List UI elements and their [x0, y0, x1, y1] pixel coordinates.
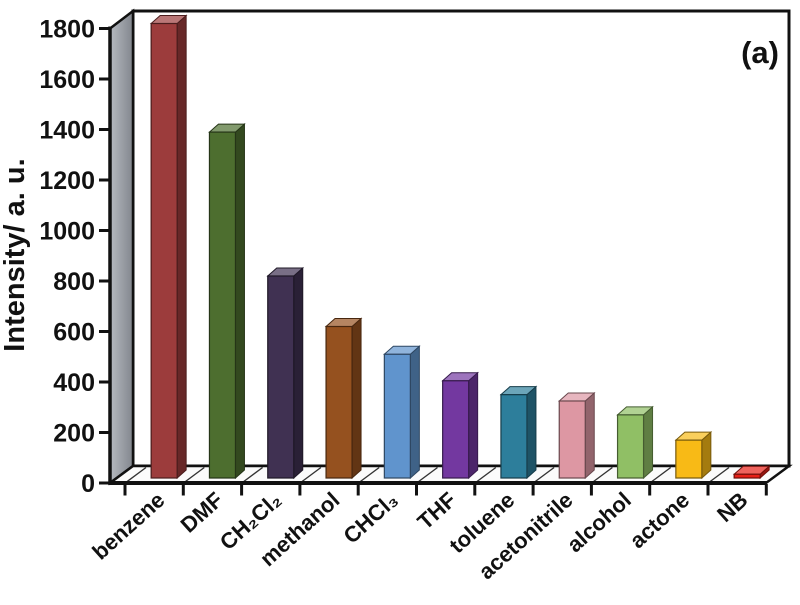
x-label-9-actone: actone [625, 487, 694, 553]
bar-side-face [584, 391, 595, 480]
y-tick-label-0: 0 [81, 470, 95, 498]
y-tick-label-800: 800 [53, 268, 95, 296]
bar-side-face [409, 345, 420, 480]
floor-gridline [300, 466, 322, 483]
x-label-4-chcl: CHCl₃ [338, 487, 402, 548]
bar-front-face [325, 325, 353, 479]
bar-toluene [499, 385, 538, 480]
y-tick-label-1000: 1000 [39, 218, 95, 246]
floor-gridline [126, 466, 147, 483]
floor-gridline [650, 466, 672, 483]
y-tick-label-1800: 1800 [39, 16, 95, 44]
bar-side-face [176, 14, 187, 480]
bar-benzene [149, 14, 188, 480]
bar-side-face [234, 122, 245, 480]
bar-chcl [266, 266, 305, 480]
x-label-10-nb: NB [712, 487, 752, 527]
bar-front-face [558, 400, 586, 479]
bar-side-face [643, 405, 654, 480]
floor-gridline [475, 466, 497, 483]
bar-front-face [442, 380, 470, 479]
bar-alcohol [616, 405, 654, 480]
x-label-5-thf: THF [412, 487, 461, 534]
bar-nb [732, 465, 771, 480]
bar-front-face [208, 131, 237, 479]
y-axis-title: Intensity/ a. u. [0, 158, 31, 351]
y-tick-label-400: 400 [53, 369, 95, 397]
y-tick-label-200: 200 [53, 420, 95, 448]
x-label-8-alcohol: alcohol [562, 487, 636, 557]
bar-methanol [324, 317, 363, 480]
floor-gridline [534, 466, 555, 483]
bar-dmf [208, 122, 246, 480]
bar-side-face [468, 371, 479, 480]
floor-gridline [184, 466, 205, 483]
bar-front-face [616, 414, 645, 479]
bar-front-face [675, 439, 703, 479]
bar-acetonitrile [557, 391, 596, 480]
y-tick-label-1400: 1400 [39, 117, 95, 145]
x-label-0-benzene: benzene [87, 487, 169, 564]
y-tick-label-600: 600 [53, 319, 95, 347]
y-tick-label-1600: 1600 [39, 66, 95, 94]
bar-chcl [383, 345, 421, 480]
floor-gridline [709, 466, 730, 483]
bar-thf [441, 371, 479, 480]
bar-side-face [351, 317, 362, 480]
y-tick-label-1200: 1200 [39, 167, 95, 195]
bar-front-face [383, 353, 411, 479]
floor-gridline [592, 466, 613, 483]
bar-front-face [733, 473, 761, 479]
bar-front-face [150, 22, 178, 479]
floor-gridline [417, 466, 438, 483]
bar-side-face [526, 385, 537, 480]
floor-gridline [359, 466, 380, 483]
bar-front-face [267, 275, 295, 479]
panel-label: (a) [741, 35, 779, 70]
floor-gridline [242, 466, 264, 483]
bar-actone [674, 431, 713, 480]
bar-front-face [500, 394, 528, 479]
bar-side-face [293, 266, 304, 480]
plot-left-wall [108, 8, 135, 486]
